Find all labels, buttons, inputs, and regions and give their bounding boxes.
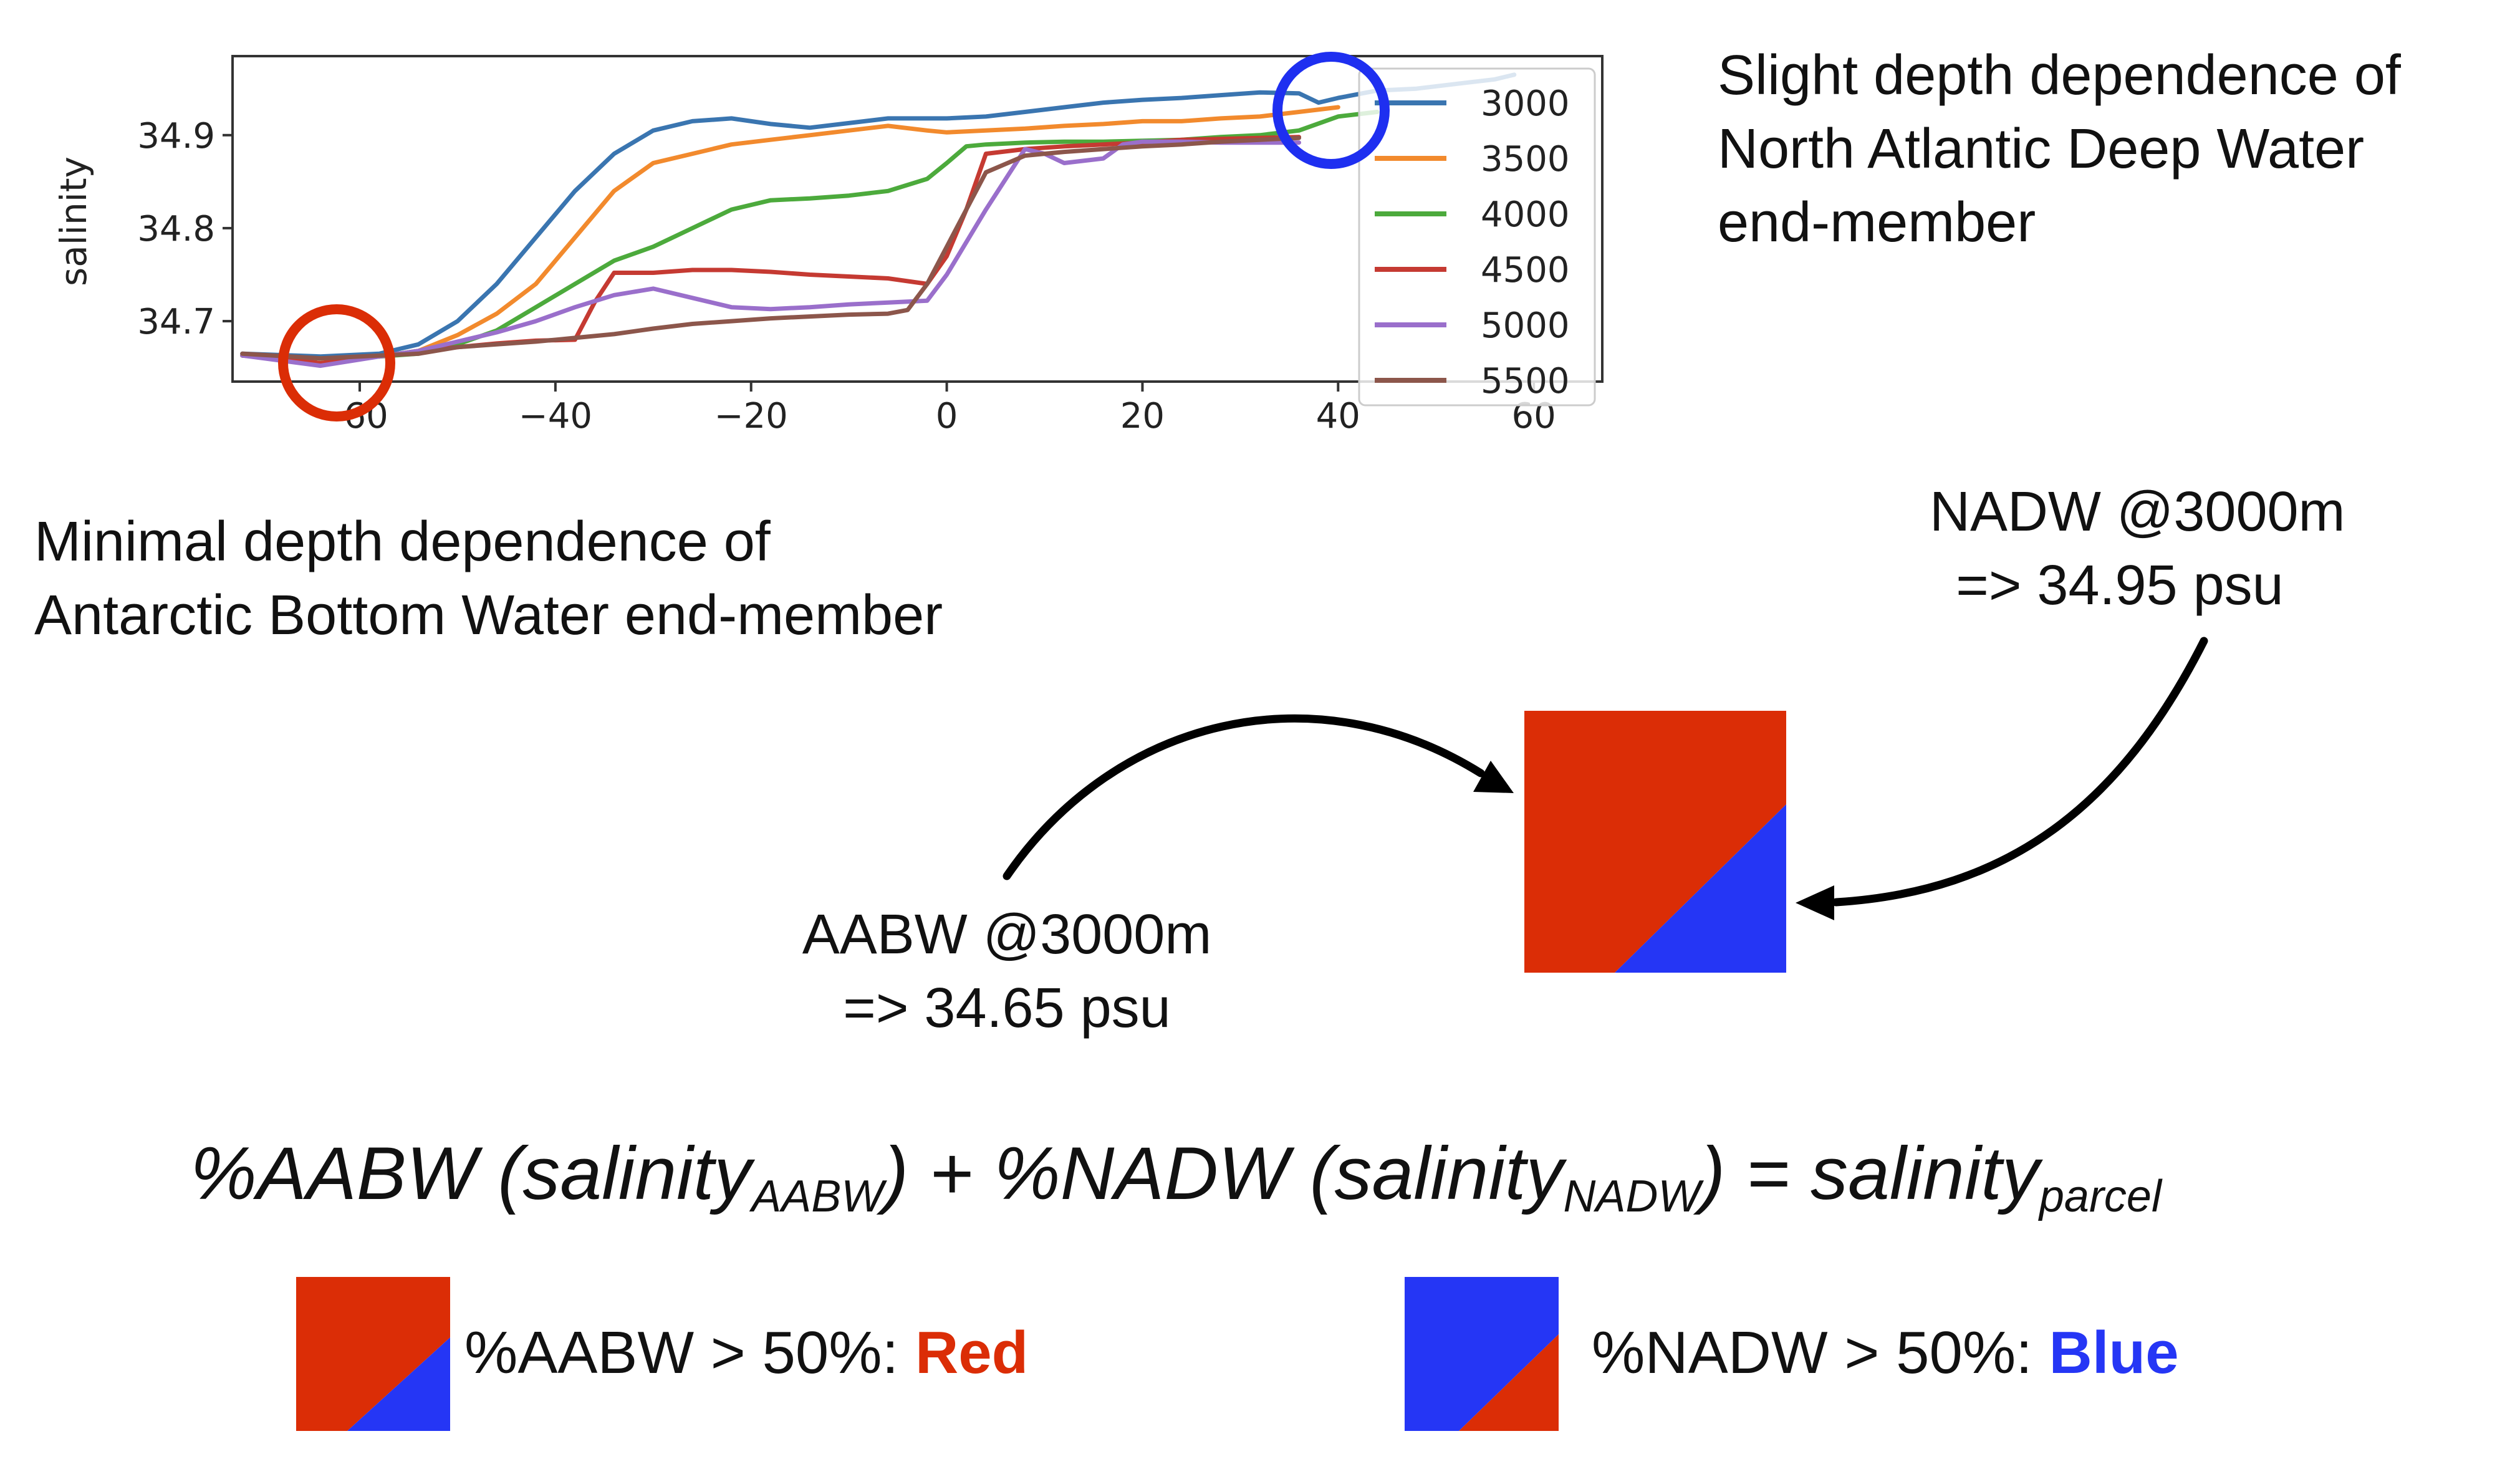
nadw-highlight-circle <box>1272 52 1390 169</box>
aabw-arrowhead <box>1473 761 1514 793</box>
y-axis-label: salinity <box>52 156 95 286</box>
red-rule-text: %AABW > 50%: Red <box>464 1319 1028 1387</box>
salinity-line-chart: -60 −40 −20 0 20 40 60 34.734.834.9 3000350040… <box>52 55 1604 436</box>
blue-rule-prefix: %NADW > 50%: <box>1592 1319 2049 1386</box>
mixed-parcel-square <box>1524 711 1786 973</box>
nadw-label-line-2: => 34.95 psu <box>1956 554 2284 617</box>
chart-y-ticks: 34.7 34.8 34.9 <box>137 116 233 342</box>
legend-label-4500: 4500 <box>1481 250 1570 291</box>
y-tick-label: 34.7 <box>137 302 215 342</box>
nadw-note-line-1: Slight depth dependence of <box>1718 44 2401 107</box>
legend-red-square <box>296 1277 450 1431</box>
aabw-note-line-1: Minimal depth dependence of <box>34 511 771 573</box>
equation-sub-parcel: parcel <box>2039 1172 2162 1221</box>
chart-legend: 3000 3500 4000 4500 5000 5500 <box>1358 67 1596 407</box>
nadw-label-line-1: NADW @3000m <box>1930 481 2345 543</box>
aabw-highlight-circle <box>278 304 395 421</box>
nadw-note-line-3: end-member <box>1718 191 2036 254</box>
equation-sub-nadw: NADW <box>1563 1172 1701 1221</box>
y-tick-label: 34.9 <box>137 116 215 156</box>
x-tick-label: 40 <box>1316 396 1360 436</box>
nadw-note-line-2: North Atlantic Deep Water <box>1718 118 2365 180</box>
series-line-3500 <box>240 105 1340 361</box>
equation-part-2: ) + %NADW (salinity <box>883 1132 1564 1215</box>
aabw-label-line-2: => 34.65 psu <box>843 977 1171 1039</box>
blue-rule-text: %NADW > 50%: Blue <box>1592 1319 2179 1387</box>
x-tick-label: 0 <box>936 396 958 436</box>
x-tick-label: −20 <box>714 396 788 436</box>
parcel-red-region <box>1524 711 1786 973</box>
series-line-3000 <box>240 72 1517 359</box>
legend-box <box>1358 67 1596 407</box>
nadw-arrowhead <box>1796 885 1834 920</box>
aabw-endmember-label: AABW @3000m => 34.65 psu <box>764 898 1250 1045</box>
x-tick-label: −40 <box>519 396 592 436</box>
legend-label-5500: 5500 <box>1481 361 1570 402</box>
legend-label-5000: 5000 <box>1481 306 1570 346</box>
blue-rule-word: Blue <box>2049 1319 2179 1386</box>
aabw-note-line-2: Antarctic Bottom Water end-member <box>34 584 943 647</box>
nadw-endmember-label: NADW @3000m => 34.95 psu <box>1930 475 2345 622</box>
series-line-5000 <box>240 139 1301 368</box>
legend-label-3000: 3000 <box>1481 84 1570 124</box>
nadw-depth-note: Slight depth dependence of North Atlanti… <box>1718 39 2401 259</box>
legend-blue-square <box>1405 1277 1559 1431</box>
x-tick-label: 20 <box>1120 396 1165 436</box>
series-line-5500 <box>240 135 1301 361</box>
mixing-equation: %AABW (salinityAABW) + %NADW (salinityNA… <box>190 1130 2162 1240</box>
equation-sub-aabw: AABW <box>751 1172 884 1221</box>
red-rule-word: Red <box>915 1319 1029 1386</box>
equation-part-1: %AABW (salinity <box>190 1132 752 1215</box>
red-rule-prefix: %AABW > 50%: <box>464 1319 915 1386</box>
legend-label-3500: 3500 <box>1481 139 1570 180</box>
legend-label-4000: 4000 <box>1481 195 1570 235</box>
parcel-blue-region <box>1615 804 1786 973</box>
chart-series-layer <box>240 72 1517 368</box>
aabw-arrow <box>1003 714 1514 880</box>
aabw-label-line-1: AABW @3000m <box>802 903 1212 966</box>
aabw-depth-note: Minimal depth dependence of Antarctic Bo… <box>34 505 943 652</box>
y-tick-label: 34.8 <box>137 209 215 249</box>
equation-part-3: ) = salinity <box>1700 1132 2039 1215</box>
nadw-arrow <box>1796 637 2208 920</box>
